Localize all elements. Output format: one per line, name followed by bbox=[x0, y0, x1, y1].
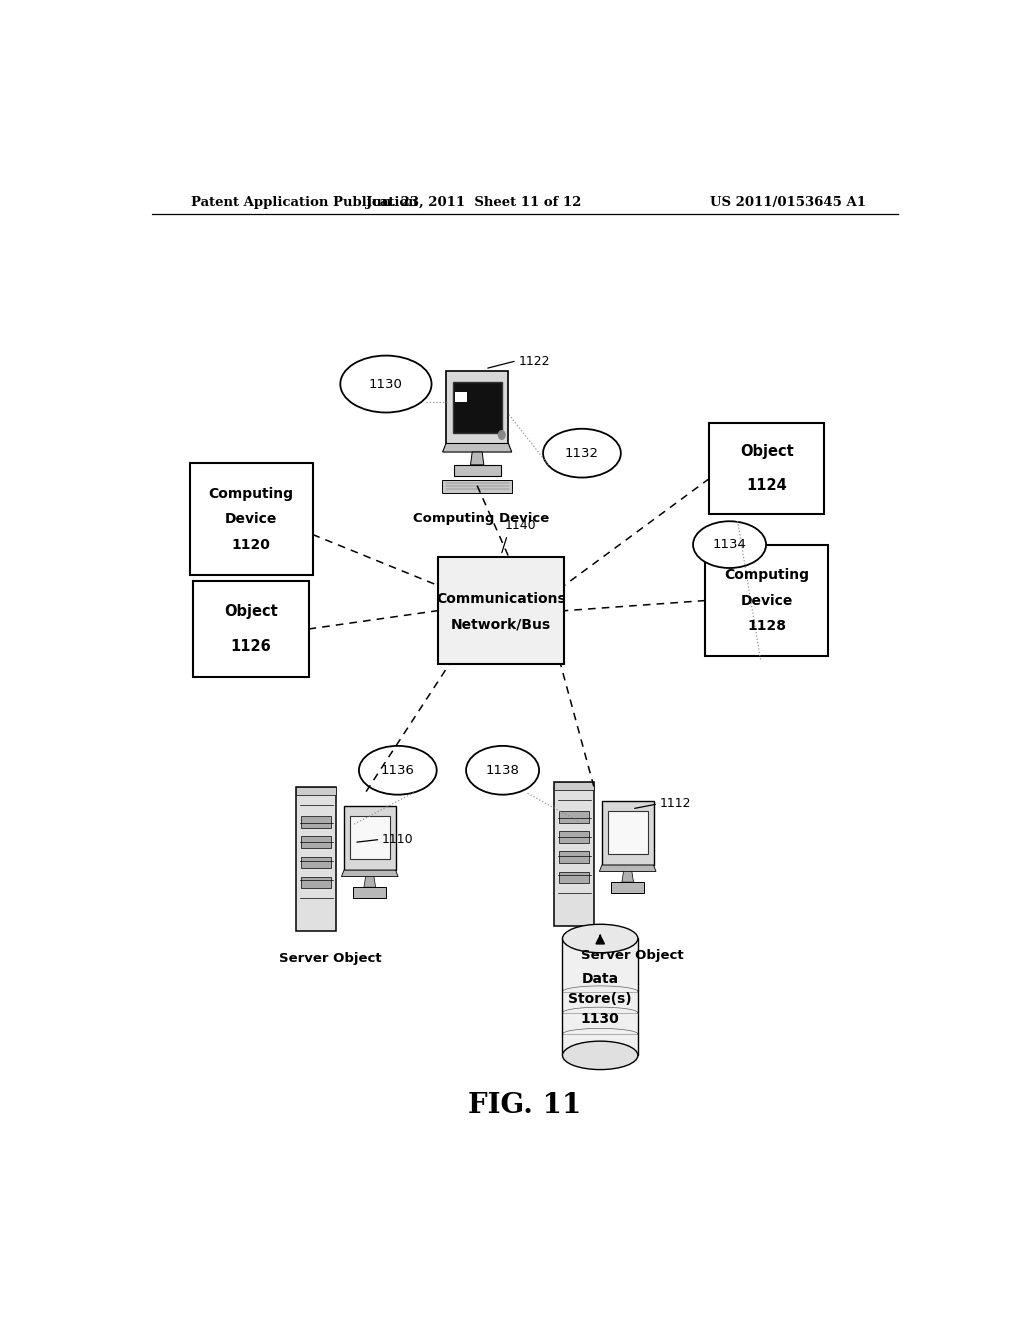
Text: 1122: 1122 bbox=[518, 355, 550, 368]
Text: Communications: Communications bbox=[436, 591, 566, 606]
Text: 1138: 1138 bbox=[485, 764, 519, 776]
FancyBboxPatch shape bbox=[562, 939, 638, 1056]
Ellipse shape bbox=[466, 746, 539, 795]
Text: Computing: Computing bbox=[209, 487, 294, 500]
Ellipse shape bbox=[359, 746, 436, 795]
Text: 1128: 1128 bbox=[748, 619, 786, 634]
Text: FIG. 11: FIG. 11 bbox=[468, 1092, 582, 1119]
Text: 1140: 1140 bbox=[505, 519, 537, 532]
Text: Device: Device bbox=[225, 512, 278, 527]
Text: 1110: 1110 bbox=[382, 833, 414, 846]
FancyBboxPatch shape bbox=[454, 465, 501, 475]
FancyBboxPatch shape bbox=[554, 783, 594, 927]
Ellipse shape bbox=[693, 521, 766, 568]
Text: 1126: 1126 bbox=[230, 639, 271, 653]
Polygon shape bbox=[470, 451, 484, 465]
Polygon shape bbox=[341, 870, 398, 876]
FancyBboxPatch shape bbox=[602, 801, 653, 865]
Text: 1134: 1134 bbox=[713, 539, 746, 552]
Polygon shape bbox=[364, 876, 376, 887]
Ellipse shape bbox=[543, 429, 621, 478]
FancyBboxPatch shape bbox=[194, 581, 308, 677]
FancyBboxPatch shape bbox=[349, 816, 390, 859]
FancyBboxPatch shape bbox=[445, 371, 509, 444]
Text: Server Object: Server Object bbox=[280, 952, 382, 965]
Text: 1136: 1136 bbox=[381, 764, 415, 776]
FancyBboxPatch shape bbox=[554, 783, 594, 789]
Text: 1132: 1132 bbox=[565, 446, 599, 459]
Text: 1124: 1124 bbox=[746, 478, 787, 494]
Circle shape bbox=[499, 430, 505, 440]
Text: Store(s): Store(s) bbox=[568, 991, 632, 1006]
FancyBboxPatch shape bbox=[437, 557, 564, 664]
FancyBboxPatch shape bbox=[558, 812, 589, 822]
Polygon shape bbox=[622, 871, 634, 882]
Text: Computing Device: Computing Device bbox=[413, 512, 549, 525]
FancyBboxPatch shape bbox=[456, 392, 467, 403]
Text: Device: Device bbox=[740, 594, 793, 607]
FancyBboxPatch shape bbox=[558, 851, 589, 863]
FancyBboxPatch shape bbox=[296, 788, 337, 932]
FancyBboxPatch shape bbox=[189, 463, 312, 576]
Text: Network/Bus: Network/Bus bbox=[451, 618, 551, 632]
FancyBboxPatch shape bbox=[301, 837, 331, 847]
Text: Server Object: Server Object bbox=[581, 949, 683, 962]
Text: 1130: 1130 bbox=[581, 1012, 620, 1026]
FancyBboxPatch shape bbox=[353, 887, 386, 898]
FancyBboxPatch shape bbox=[611, 882, 644, 892]
FancyBboxPatch shape bbox=[706, 545, 828, 656]
FancyBboxPatch shape bbox=[442, 479, 512, 492]
Text: Object: Object bbox=[224, 605, 278, 619]
Ellipse shape bbox=[562, 1041, 638, 1069]
FancyBboxPatch shape bbox=[344, 807, 395, 870]
Ellipse shape bbox=[562, 924, 638, 953]
FancyBboxPatch shape bbox=[558, 871, 589, 883]
Text: Object: Object bbox=[740, 444, 794, 458]
Text: 1120: 1120 bbox=[231, 537, 270, 552]
FancyBboxPatch shape bbox=[607, 810, 648, 854]
Text: Jun. 23, 2011  Sheet 11 of 12: Jun. 23, 2011 Sheet 11 of 12 bbox=[366, 195, 581, 209]
FancyBboxPatch shape bbox=[296, 788, 337, 795]
Text: 1130: 1130 bbox=[369, 378, 402, 391]
Text: 1112: 1112 bbox=[659, 797, 691, 810]
FancyBboxPatch shape bbox=[301, 876, 331, 888]
FancyBboxPatch shape bbox=[301, 816, 331, 828]
Text: Patent Application Publication: Patent Application Publication bbox=[191, 195, 418, 209]
Polygon shape bbox=[442, 444, 512, 451]
Ellipse shape bbox=[340, 355, 431, 412]
FancyBboxPatch shape bbox=[301, 857, 331, 869]
Text: US 2011/0153645 A1: US 2011/0153645 A1 bbox=[710, 195, 866, 209]
Text: Data: Data bbox=[582, 972, 618, 986]
FancyBboxPatch shape bbox=[558, 832, 589, 843]
Text: Computing: Computing bbox=[724, 568, 809, 582]
Polygon shape bbox=[599, 865, 656, 871]
FancyBboxPatch shape bbox=[453, 381, 502, 433]
FancyBboxPatch shape bbox=[710, 422, 824, 515]
